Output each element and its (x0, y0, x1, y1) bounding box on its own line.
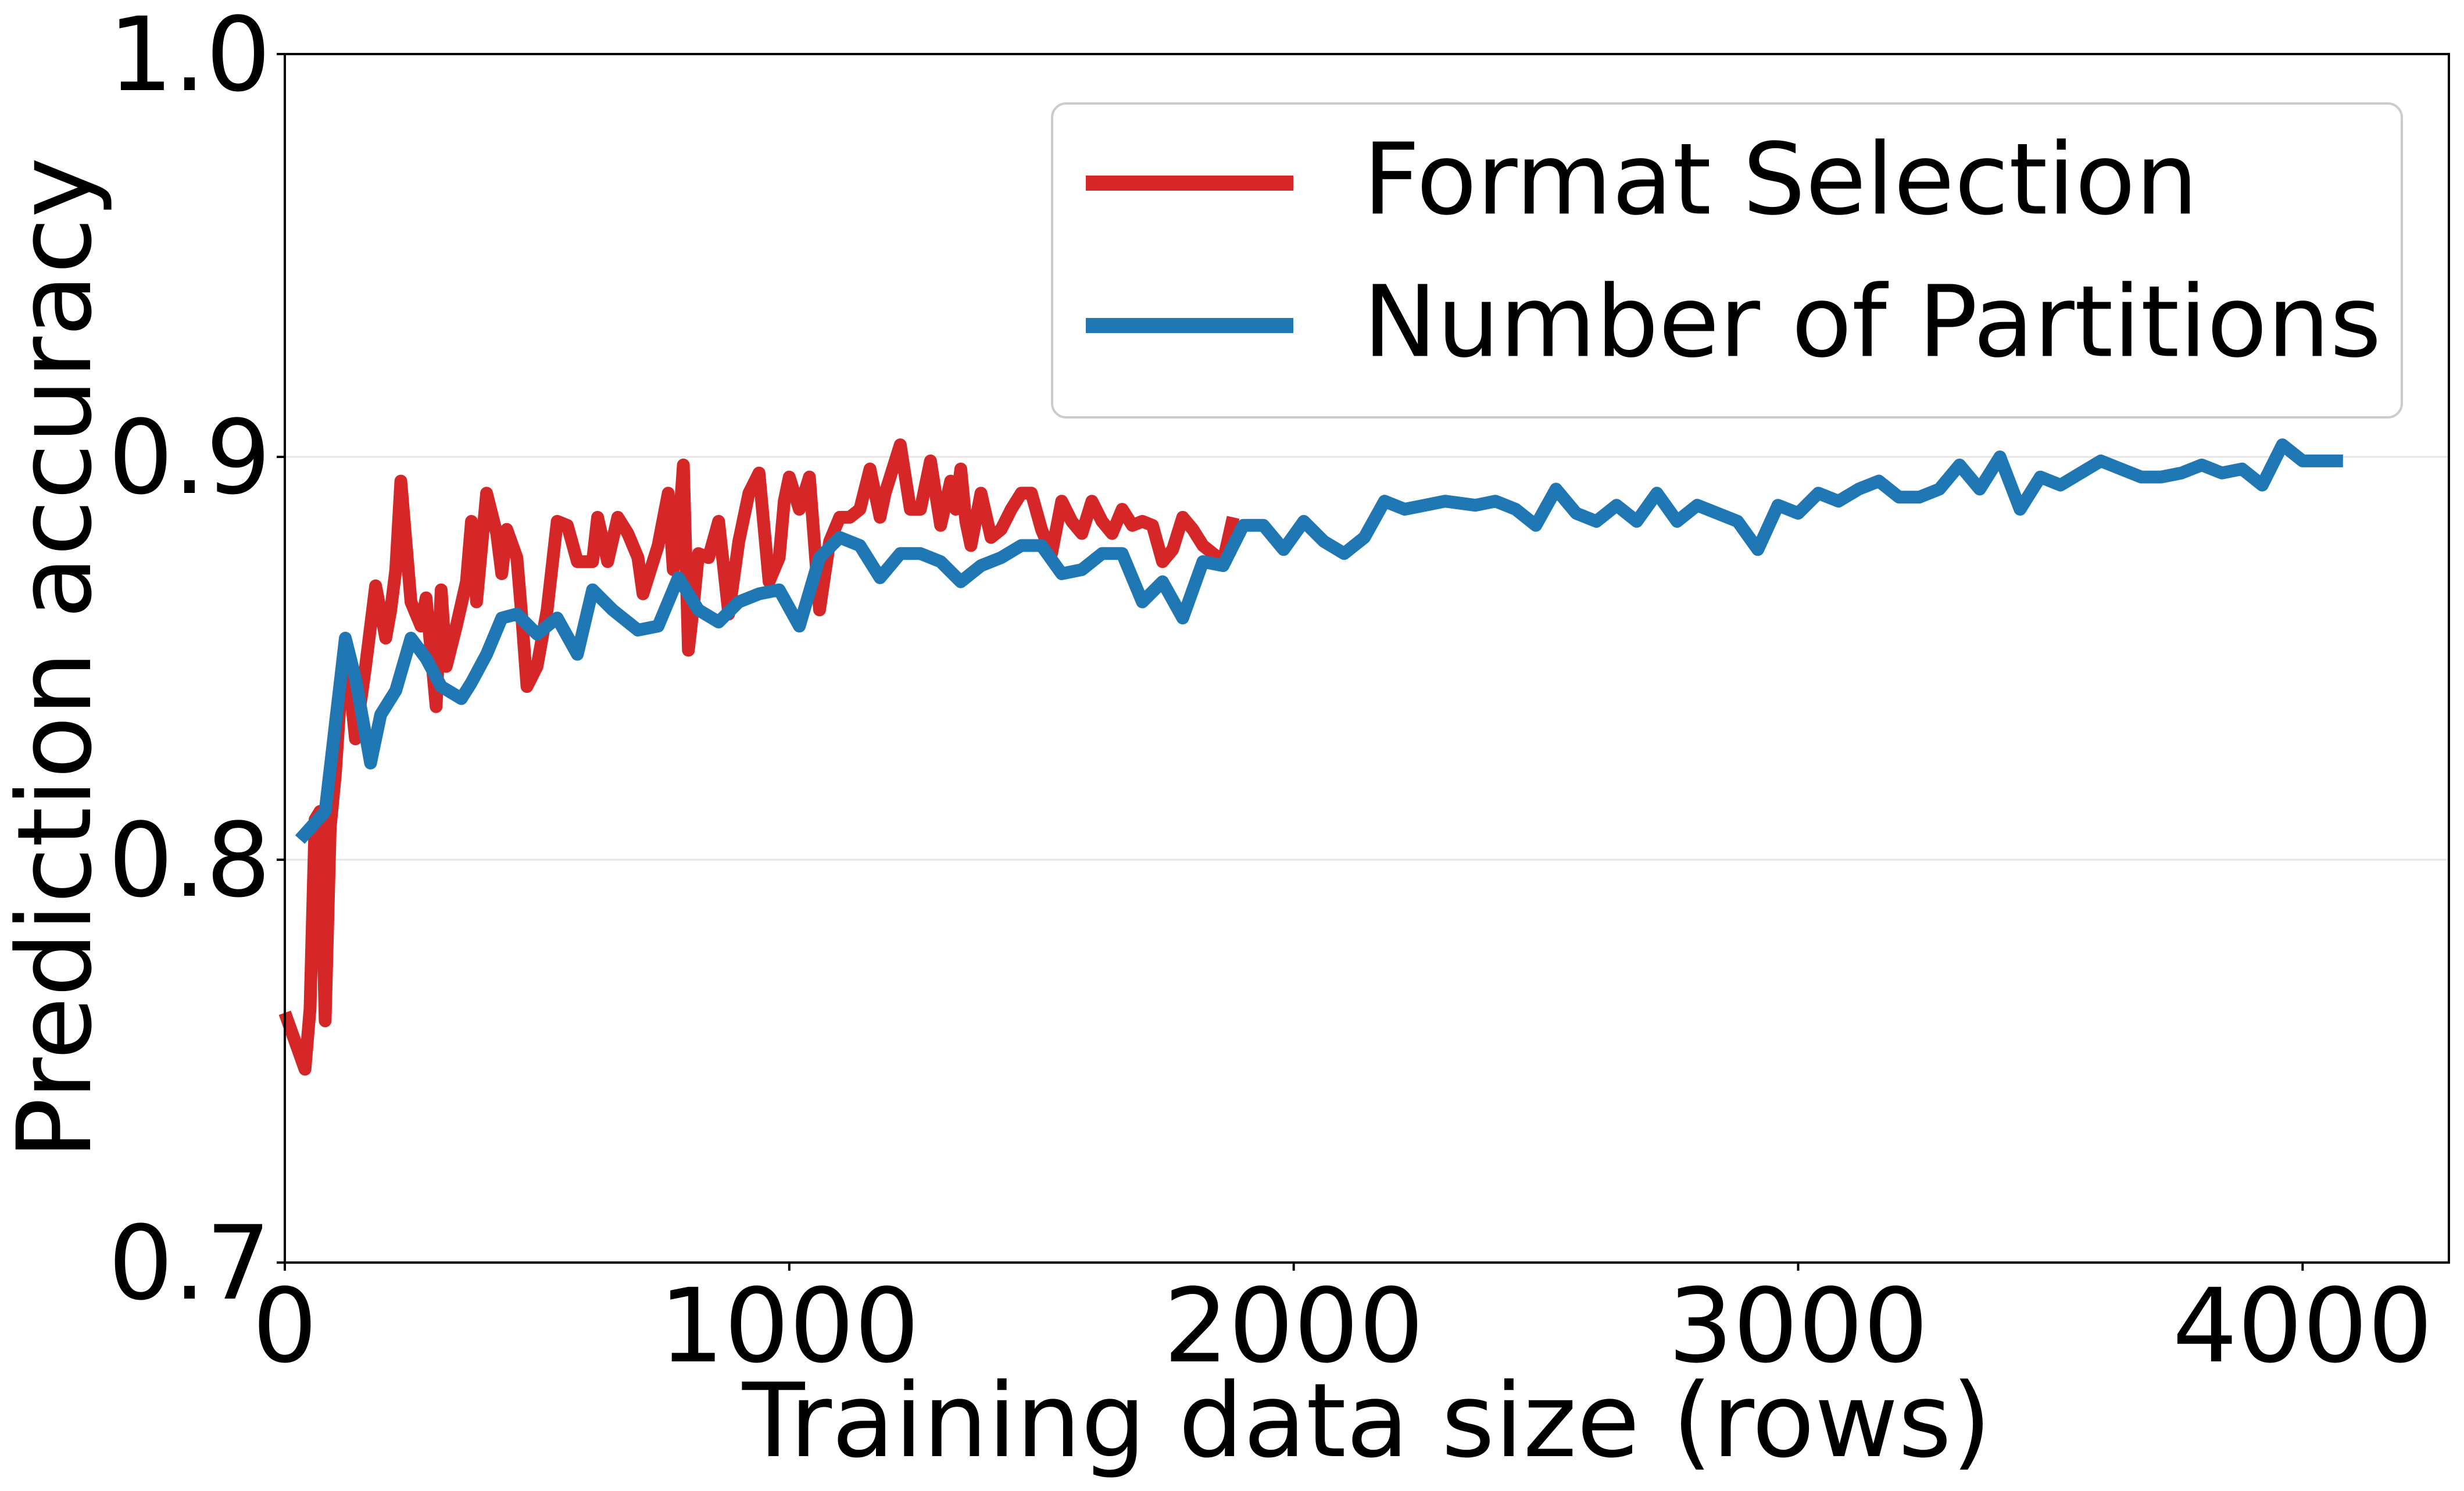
legend: Format Selection Number of Partitions (1051, 102, 2403, 419)
x-axis-ticks: 0 1000 2000 3000 4000 (252, 1263, 2433, 1386)
series-line-format-selection (278, 438, 1240, 1076)
plot-frame (284, 53, 2450, 1264)
x-tick-label: 0 (252, 1267, 317, 1386)
legend-label-number-of-partitions: Number of Partitions (1363, 264, 2381, 380)
y-tick-label: 1.0 (108, 0, 271, 115)
x-tick-label: 4000 (2172, 1267, 2433, 1386)
x-tick-label: 1000 (659, 1267, 920, 1386)
x-tick-label: 2000 (1164, 1267, 1424, 1386)
x-tick-label: 3000 (1668, 1267, 1929, 1386)
x-axis-label: Training data size (rows) (742, 1361, 1991, 1481)
y-axis-ticks: 0.7 0.8 0.9 1.0 (108, 0, 285, 1323)
legend-box (1051, 102, 2403, 419)
y-tick-label: 0.7 (108, 1204, 271, 1323)
series-line-number-of-partitions (295, 438, 2343, 844)
series-lines (278, 438, 2343, 1076)
y-axis-label: Prediction accuracy (0, 157, 115, 1159)
legend-label-format-selection: Format Selection (1363, 122, 2198, 237)
y-tick-label: 0.9 (108, 398, 271, 517)
y-tick-label: 0.8 (108, 801, 271, 920)
